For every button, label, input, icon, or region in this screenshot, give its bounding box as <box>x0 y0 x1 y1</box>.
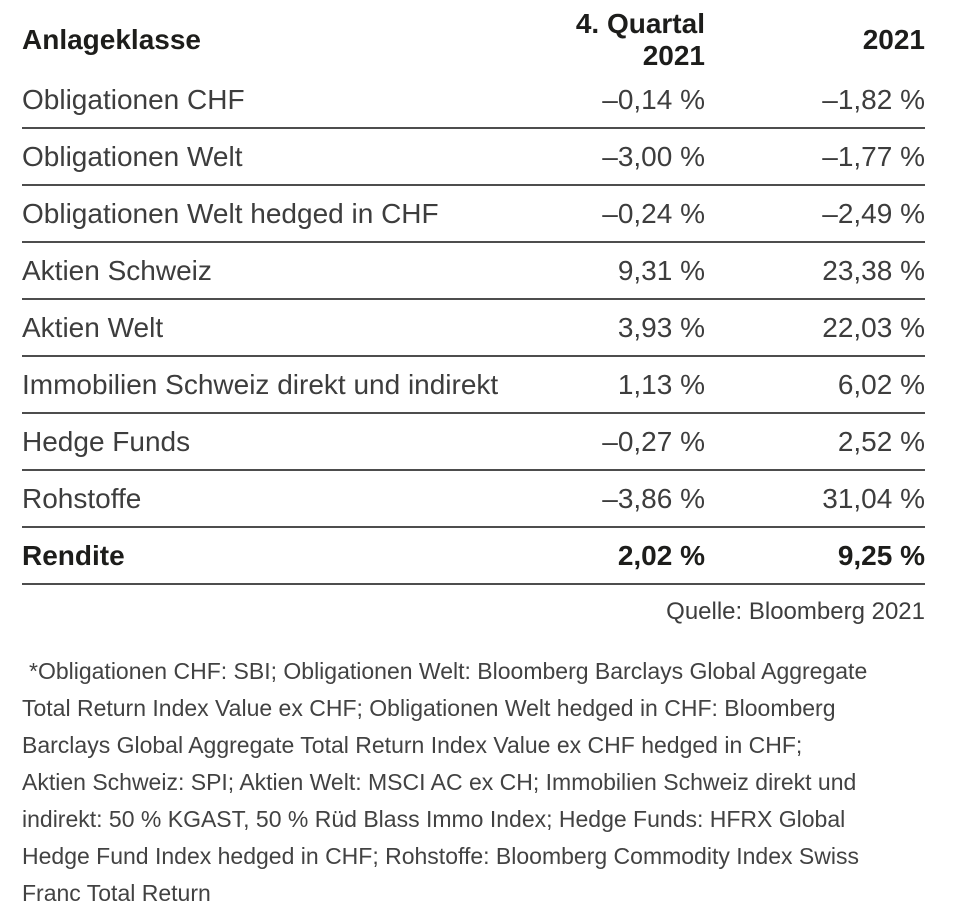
table-header-row: Anlageklasse 4. Quartal 2021 2021 <box>22 8 925 72</box>
table-row: Obligationen CHF –0,14 % –1,82 % <box>22 72 925 129</box>
row-label: Obligationen CHF <box>22 72 557 129</box>
table-row: Hedge Funds –0,27 % 2,52 % <box>22 413 925 471</box>
column-header-2021: 2021 <box>862 24 925 55</box>
row-year-value: –1,77 % <box>705 128 925 186</box>
returns-table: Anlageklasse 4. Quartal 2021 2021 Obliga… <box>22 8 925 585</box>
row-year-value: –1,82 % <box>705 72 925 129</box>
row-q4-value: –0,27 % <box>557 413 705 471</box>
footnote: *Obligationen CHF: SBI; Obligationen Wel… <box>22 653 925 912</box>
footnote-line: Hedge Fund Index hedged in CHF; Rohstoff… <box>22 843 859 869</box>
row-label: Aktien Welt <box>22 299 557 357</box>
row-q4-value: –3,86 % <box>557 470 705 528</box>
total-year-value: 9,25 % <box>705 527 925 585</box>
table-total-row: Rendite 2,02 % 9,25 % <box>22 527 925 585</box>
source-attribution: Quelle: Bloomberg 2021 <box>666 598 925 625</box>
row-year-value: 31,04 % <box>705 470 925 528</box>
footnote-line: *Obligationen CHF: SBI; Obligationen Wel… <box>29 658 868 684</box>
row-label: Aktien Schweiz <box>22 242 557 300</box>
table-row: Rohstoffe –3,86 % 31,04 % <box>22 470 925 528</box>
table-row: Immobilien Schweiz direkt und indirekt 1… <box>22 356 925 414</box>
footnote-line: Aktien Schweiz: SPI; Aktien Welt: MSCI A… <box>22 769 857 795</box>
footnote-line: indirekt: 50 % KGAST, 50 % Rüd Blass Imm… <box>22 806 846 832</box>
row-q4-value: 9,31 % <box>557 242 705 300</box>
table-row: Obligationen Welt hedged in CHF –0,24 % … <box>22 185 925 243</box>
row-label: Obligationen Welt hedged in CHF <box>22 185 557 243</box>
row-label: Hedge Funds <box>22 413 557 471</box>
row-q4-value: 1,13 % <box>557 356 705 414</box>
table-row: Aktien Schweiz 9,31 % 23,38 % <box>22 242 925 300</box>
row-label: Immobilien Schweiz direkt und indirekt <box>22 356 557 414</box>
total-row-label: Rendite <box>22 527 557 585</box>
row-year-value: 2,52 % <box>705 413 925 471</box>
footnote-line: Franc Total Return <box>22 880 211 906</box>
column-header-anlageklasse: Anlageklasse <box>22 24 201 55</box>
column-header-q4-2021: 4. Quartal 2021 <box>575 8 705 71</box>
row-year-value: –2,49 % <box>705 185 925 243</box>
table-row: Obligationen Welt –3,00 % –1,77 % <box>22 128 925 186</box>
row-q4-value: –0,24 % <box>557 185 705 243</box>
row-year-value: 6,02 % <box>705 356 925 414</box>
row-q4-value: –0,14 % <box>557 72 705 129</box>
total-q4-value: 2,02 % <box>557 527 705 585</box>
row-q4-value: –3,00 % <box>557 128 705 186</box>
row-q4-value: 3,93 % <box>557 299 705 357</box>
row-label: Rohstoffe <box>22 470 557 528</box>
footnote-line: Total Return Index Value ex CHF; Obligat… <box>22 695 836 721</box>
row-year-value: 22,03 % <box>705 299 925 357</box>
footnote-line: Barclays Global Aggregate Total Return I… <box>22 732 803 758</box>
row-year-value: 23,38 % <box>705 242 925 300</box>
row-label: Obligationen Welt <box>22 128 557 186</box>
table-row: Aktien Welt 3,93 % 22,03 % <box>22 299 925 357</box>
